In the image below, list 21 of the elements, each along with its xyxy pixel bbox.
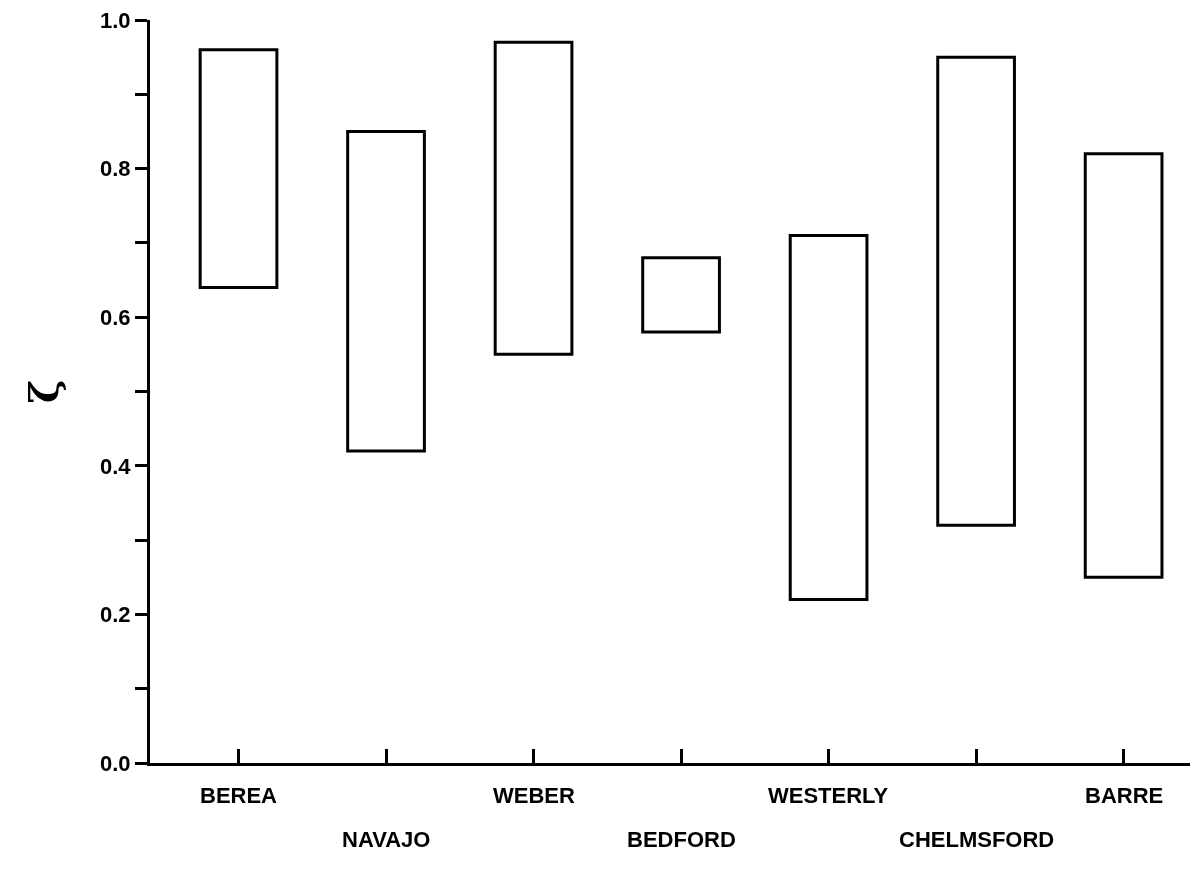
y-axis-title: ζ: [19, 379, 67, 404]
x-tick-label: BARRE: [1085, 783, 1164, 808]
bar: [641, 256, 721, 334]
x-tick-label: WEBER: [493, 783, 575, 808]
bar: [493, 40, 574, 356]
y-tick-label: 0.0: [100, 750, 131, 776]
bar: [936, 55, 1016, 527]
x-tick-label: BEDFORD: [627, 827, 736, 852]
x-tick-label: CHELMSFORD: [899, 827, 1055, 852]
x-tick-label: WESTERLY: [768, 783, 889, 808]
bar: [1083, 152, 1164, 579]
x-tick-label: NAVAJO: [342, 827, 431, 852]
y-tick-label: 0.4: [100, 453, 132, 479]
bar: [346, 129, 426, 453]
y-tick-label: 0.8: [100, 156, 131, 182]
y-tick-label: 0.6: [100, 304, 131, 330]
y-tick-label: 0.2: [100, 602, 131, 628]
y-tick-label: 1.0: [100, 7, 131, 33]
bar: [788, 233, 869, 602]
x-tick-label: BEREA: [200, 783, 278, 808]
bar: [198, 48, 279, 289]
